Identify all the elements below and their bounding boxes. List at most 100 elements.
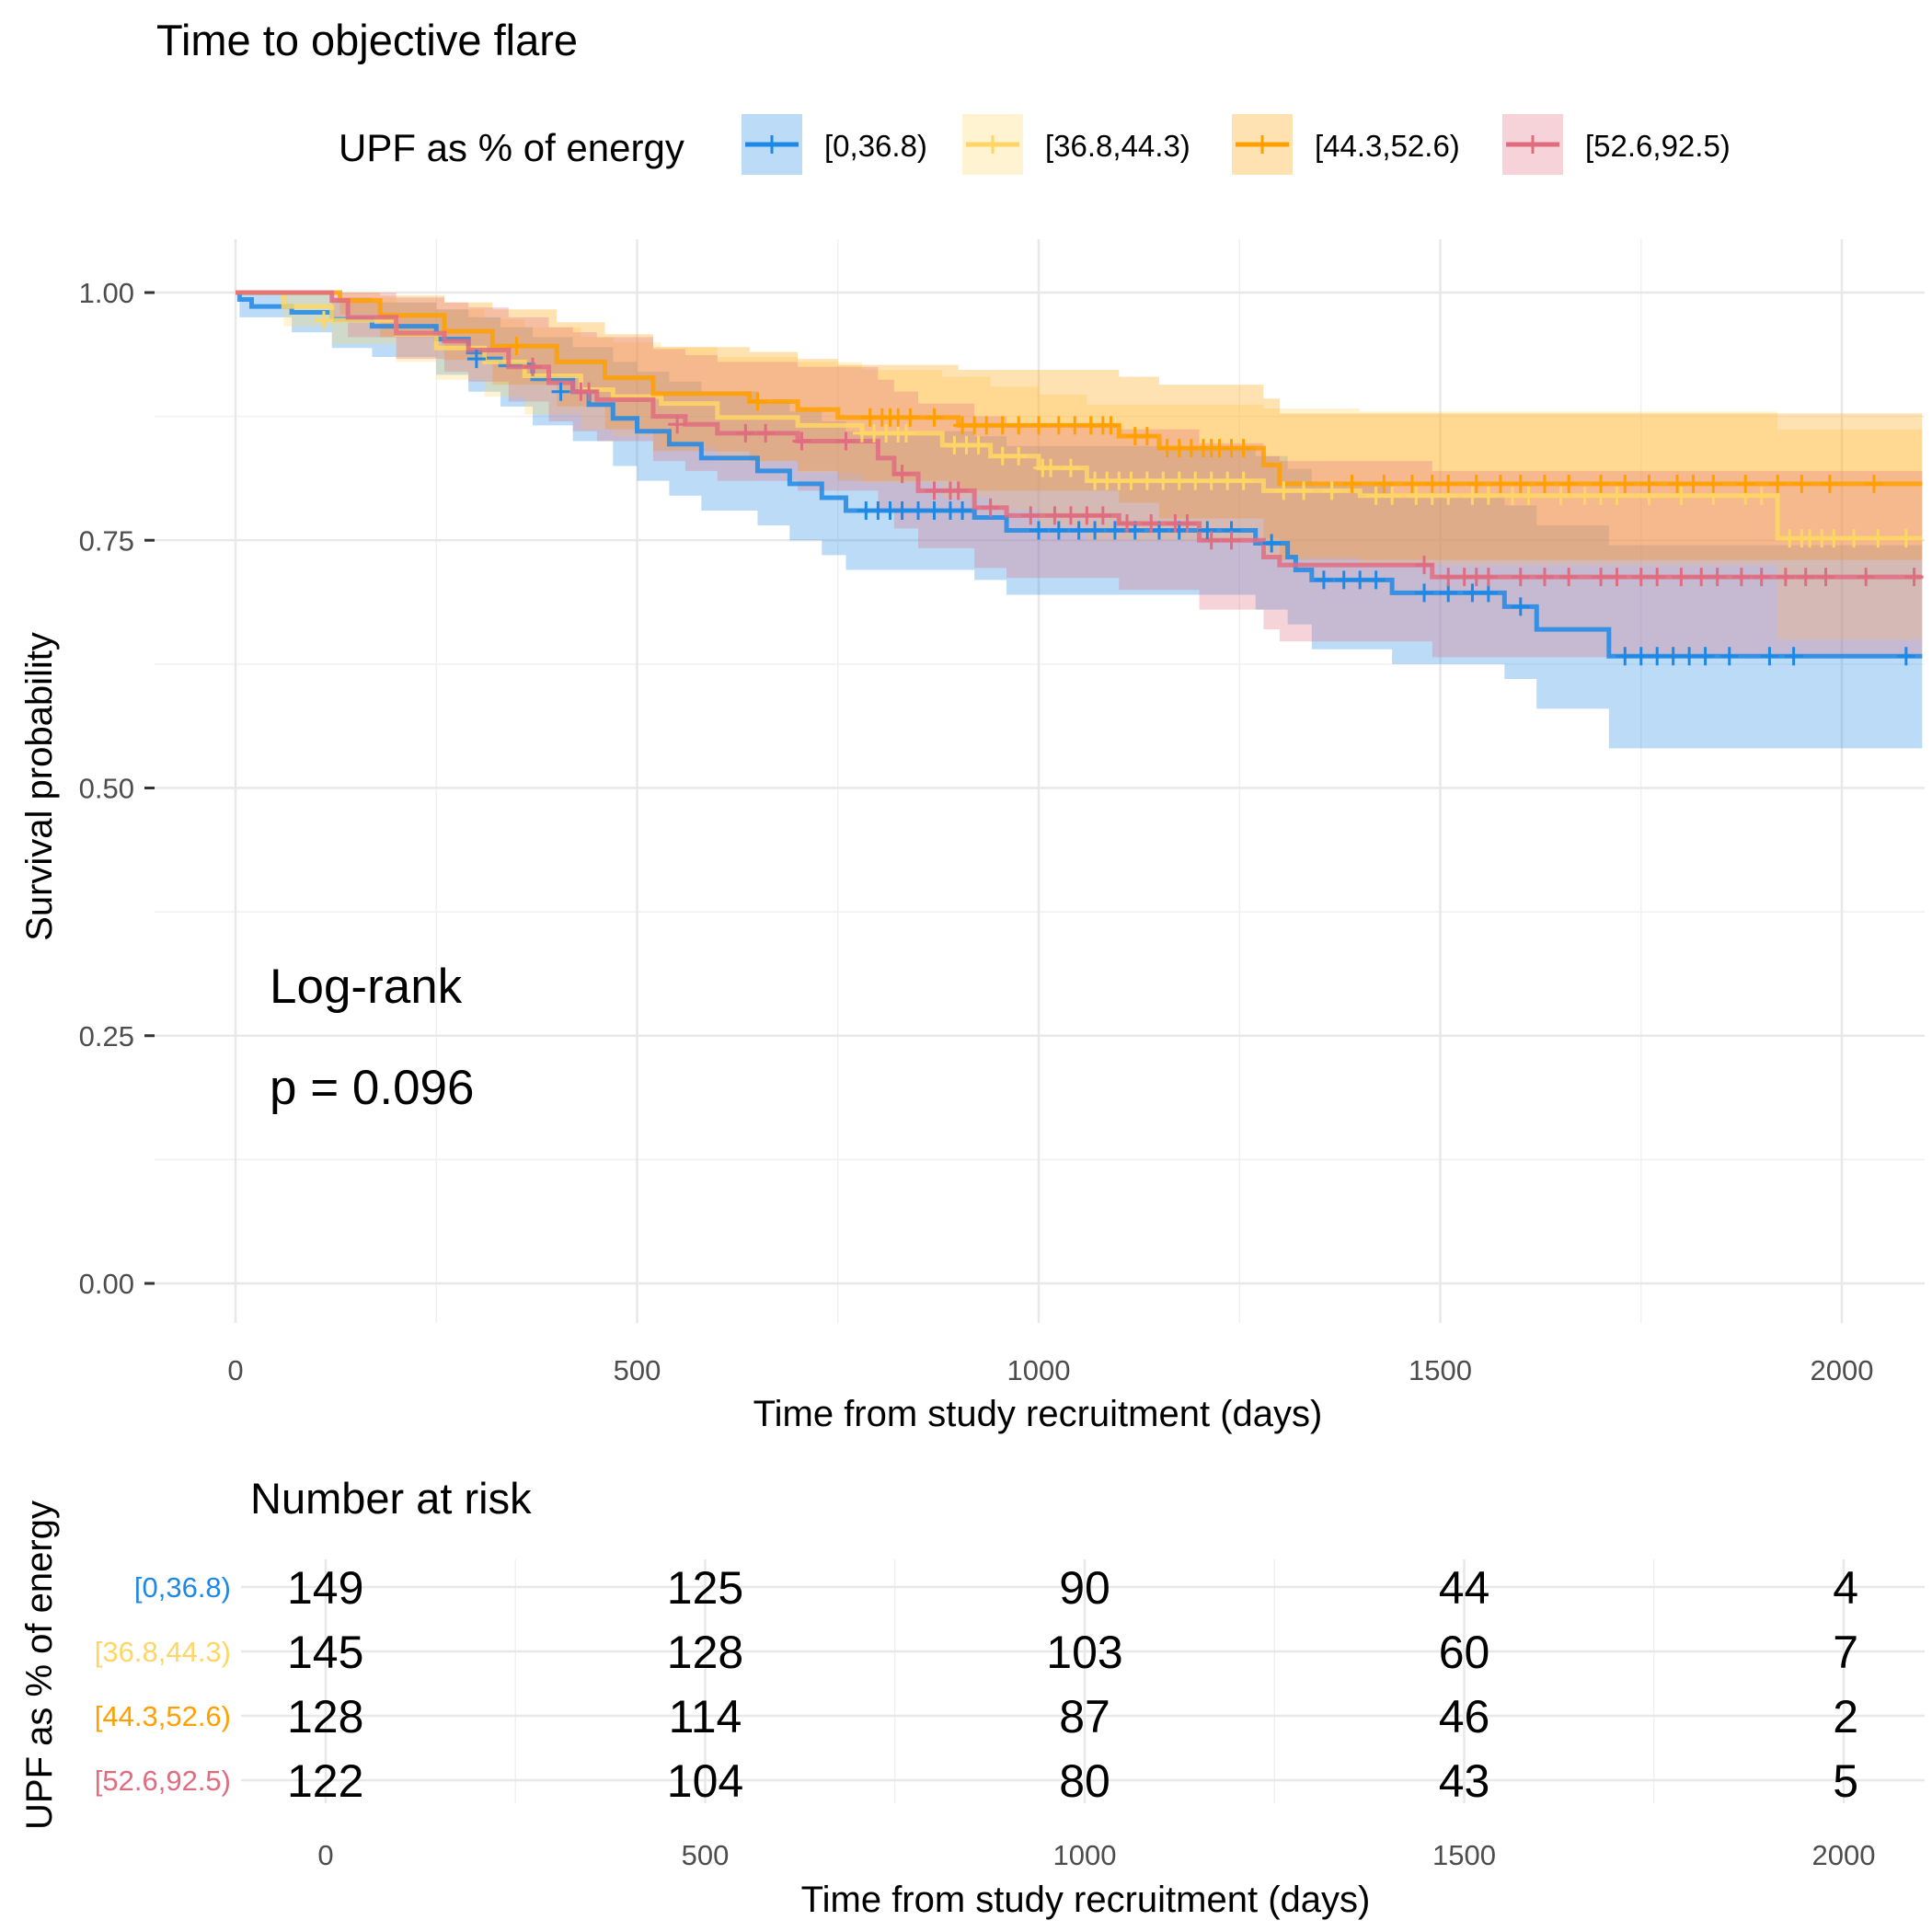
censor-mark <box>748 392 767 411</box>
censor-mark <box>1478 568 1498 587</box>
censor-marks <box>315 311 1924 666</box>
censor-mark <box>1041 458 1061 477</box>
censor-mark <box>1648 568 1667 587</box>
censor-mark <box>1490 474 1510 493</box>
censor-mark <box>909 500 928 520</box>
censor-mark <box>1049 521 1068 540</box>
y-tick-label: 1.00 <box>79 277 134 309</box>
censor-mark <box>1218 471 1237 490</box>
legend-label: [36.8,44.3) <box>1045 129 1190 163</box>
censor-mark <box>1896 529 1915 548</box>
censor-mark <box>1672 486 1691 505</box>
censor-mark <box>1607 486 1627 505</box>
censor-mark <box>1021 506 1041 525</box>
censor-mark <box>1575 486 1594 505</box>
censor-mark <box>1065 416 1085 435</box>
legend: UPF as % of energy [0,36.8) [36.8,44.3) [4… <box>339 114 1731 175</box>
censor-mark <box>1342 474 1362 493</box>
censor-mark <box>1672 568 1691 587</box>
censor-mark <box>1121 471 1141 490</box>
censor-mark <box>1029 416 1048 435</box>
y-tick-label: 0.75 <box>79 524 134 557</box>
censor-mark <box>1105 521 1124 540</box>
censor-mark <box>1752 486 1771 505</box>
risk-cell: 60 <box>1439 1627 1490 1678</box>
censor-mark <box>1463 486 1482 505</box>
censor-mark <box>1198 521 1217 540</box>
censor-mark <box>1616 474 1635 493</box>
censor-mark <box>1535 568 1554 587</box>
x-tick-label: 1500 <box>1409 1354 1472 1386</box>
risk-x-tick-label: 1000 <box>1053 1839 1117 1871</box>
legend-key-cross <box>1253 135 1271 154</box>
censor-mark <box>1511 597 1530 616</box>
censor-mark <box>1820 474 1839 493</box>
risk-row-labels: [0,36.8) [36.8,44.3) [44.3,52.6) [52.6,92.5… <box>95 1571 231 1797</box>
censor-mark <box>1366 486 1386 505</box>
legend-items: [0,36.8) [36.8,44.3) [44.3,52.6) [52.6,92.5… <box>742 114 1731 175</box>
censor-mark <box>1422 474 1442 493</box>
censor-mark <box>925 500 944 520</box>
censor-mark <box>925 408 944 427</box>
risk-row-label: [36.8,44.3) <box>95 1636 231 1668</box>
censor-mark <box>1857 568 1876 587</box>
censor-mark <box>1696 647 1715 666</box>
risk-row-label: [0,36.8) <box>134 1571 231 1604</box>
censor-mark <box>1154 471 1173 490</box>
logrank-pvalue: p = 0.096 <box>270 1061 475 1115</box>
censor-mark <box>1551 486 1570 505</box>
censor-mark <box>1592 568 1611 587</box>
censor-mark <box>1719 647 1739 666</box>
censor-mark <box>949 481 968 500</box>
censor-mark <box>1631 568 1650 587</box>
censor-mark <box>1752 568 1771 587</box>
censor-mark <box>1478 583 1498 603</box>
censor-mark <box>1463 583 1482 603</box>
censor-mark <box>1869 529 1888 548</box>
risk-cell: 80 <box>1059 1755 1110 1807</box>
risk-table-title: Number at risk <box>250 1474 532 1523</box>
censor-mark <box>1009 446 1029 466</box>
legend-item-3: [52.6,92.5) <box>1502 114 1731 175</box>
risk-cell: 103 <box>1046 1627 1122 1678</box>
censor-mark <box>1896 647 1915 666</box>
risk-cell: 149 <box>287 1562 363 1614</box>
legend-label: [52.6,92.5) <box>1585 129 1731 163</box>
censor-mark <box>1009 416 1029 435</box>
censor-mark <box>523 357 543 376</box>
legend-item-2: [44.3,52.6) <box>1232 114 1460 175</box>
censor-mark <box>1407 486 1426 505</box>
legend-key-cross <box>763 135 781 154</box>
risk-cell: 122 <box>287 1755 363 1807</box>
censor-mark <box>1061 458 1080 477</box>
y-tick-label: 0.50 <box>79 773 134 805</box>
y-tick-label: 0.25 <box>79 1020 134 1052</box>
censor-mark <box>1234 439 1253 458</box>
axes: 0.00 0.25 0.50 0.75 1.00 0 500 1000 1500 2000 <box>79 277 1874 1386</box>
risk-x-axis-label: Time from study recruitment (days) <box>801 1880 1371 1920</box>
censor-mark <box>1101 416 1121 435</box>
risk-cell: 145 <box>287 1627 363 1678</box>
censor-mark <box>792 431 811 451</box>
legend-item-1: [36.8,44.3) <box>962 114 1190 175</box>
grid <box>155 239 1925 1323</box>
survival-plot: 0.00 0.25 0.50 0.75 1.00 0 500 1000 1500 2000 Sur… <box>19 239 1925 1434</box>
censor-mark <box>1768 474 1788 493</box>
risk-x-ticks: 0 500 1000 1500 2000 <box>317 1839 1875 1871</box>
censor-mark <box>892 465 912 484</box>
risk-cell: 2 <box>1833 1691 1858 1742</box>
risk-cell: 128 <box>287 1691 363 1742</box>
censor-mark <box>836 431 856 451</box>
censor-mark <box>1086 521 1105 540</box>
censor-mark <box>892 500 912 520</box>
censor-mark <box>1169 471 1189 490</box>
censor-mark <box>1222 531 1241 550</box>
censor-mark <box>1366 570 1386 590</box>
censor-mark <box>1792 474 1811 493</box>
censor-mark <box>1118 513 1137 533</box>
ci-band-3 <box>236 293 1923 658</box>
censor-mark <box>1692 568 1711 587</box>
risk-x-tick-label: 2000 <box>1812 1839 1876 1871</box>
